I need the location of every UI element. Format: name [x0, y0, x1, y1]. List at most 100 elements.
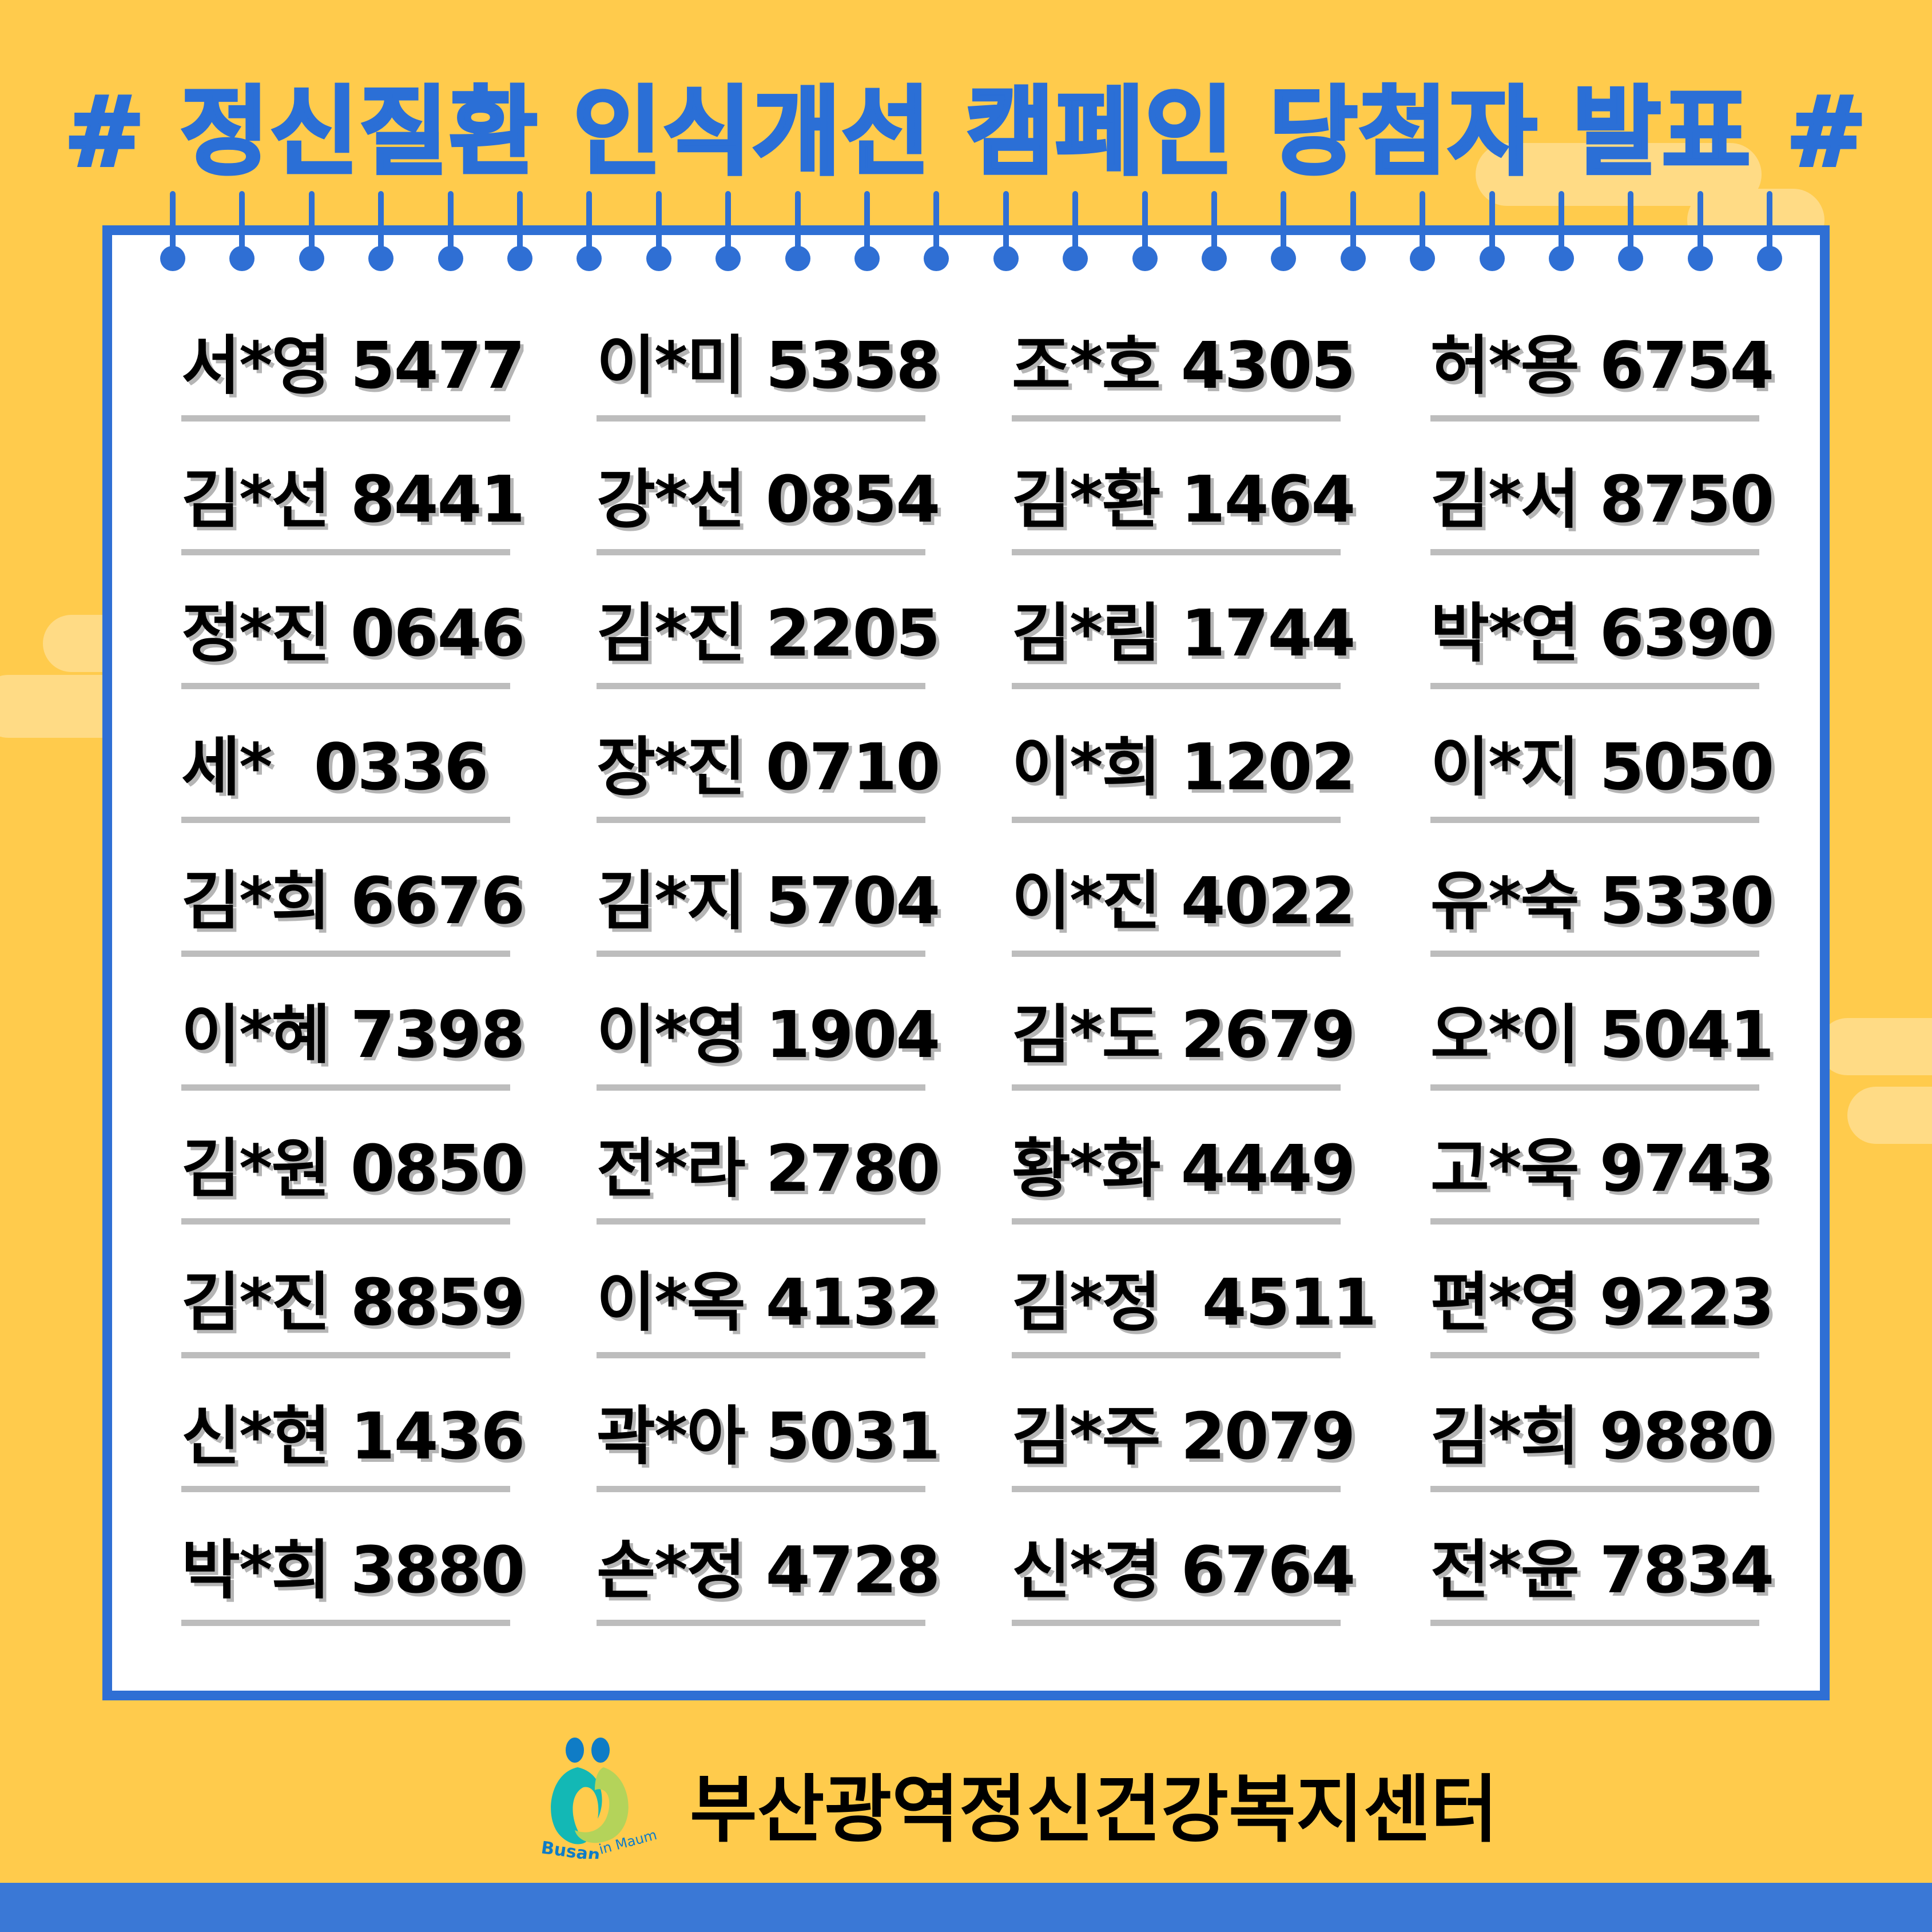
- winner-name-code: 신*경 6764: [1012, 1533, 1355, 1608]
- winner-entry: 전*라 2780: [597, 1129, 940, 1225]
- ring-icon: [924, 191, 949, 271]
- ring-icon: [1479, 191, 1505, 271]
- underline: [1430, 817, 1759, 823]
- underline: [1012, 1620, 1341, 1626]
- winner-entry: 유*숙 5330: [1430, 861, 1774, 957]
- ring-icon: [1271, 191, 1297, 271]
- winner-entry: 이*미 5358: [597, 326, 940, 422]
- winner-name-code: 김*림 1744: [1012, 597, 1355, 671]
- winner-entry: 전*윤 7834: [1430, 1531, 1774, 1626]
- winner-entry: 김*진 2205: [597, 594, 940, 689]
- winner-name-code: 신*현 1436: [181, 1400, 525, 1474]
- winner-entry: 오*이 5041: [1430, 995, 1774, 1091]
- winner-entry: 이*지 5050: [1430, 728, 1774, 823]
- underline: [1012, 1352, 1341, 1358]
- underline: [181, 1352, 510, 1358]
- winner-name-code: 이*진 4022: [1012, 864, 1355, 939]
- winner-entry: 손*정 4728: [597, 1531, 940, 1626]
- underline: [181, 1218, 510, 1225]
- ring-icon: [854, 191, 880, 271]
- winner-entry: 김*희 6676: [181, 861, 525, 957]
- underline: [597, 1084, 925, 1091]
- winner-entry: 신*경 6764: [1012, 1531, 1355, 1626]
- winner-entry: 강*선 0854: [597, 460, 940, 555]
- winner-name-code: 김*정 4511: [1012, 1266, 1377, 1340]
- underline: [181, 415, 510, 422]
- winner-entry: 서*영 5477: [181, 326, 525, 422]
- ring-icon: [1410, 191, 1436, 271]
- winner-name-code: 이*혜 7398: [181, 998, 525, 1072]
- page-title: # 정신질환 인식개선 캠페인 당첨자 발표 #: [62, 74, 1868, 190]
- winner-entry: 편*영 9223: [1430, 1263, 1774, 1358]
- winner-entry: 신*현 1436: [181, 1397, 525, 1492]
- winner-name-code: 곽*아 5031: [597, 1400, 940, 1474]
- winner-entry: 이*영 1904: [597, 995, 940, 1091]
- winner-name-code: 박*희 3880: [181, 1533, 525, 1608]
- ring-icon: [1549, 191, 1574, 271]
- underline: [597, 1352, 925, 1358]
- center-logo: Busan in Maum: [540, 1738, 659, 1859]
- underline: [597, 1620, 925, 1626]
- ring-icon: [715, 191, 741, 271]
- ring-icon: [1687, 191, 1713, 271]
- winner-entry: 김*희 9880: [1430, 1397, 1774, 1492]
- winner-name-code: 장*진 0710: [597, 730, 940, 805]
- winner-entry: 김*서 8750: [1430, 460, 1774, 555]
- winner-entry: 정*진 0646: [181, 594, 525, 689]
- winner-entry: 김*림 1744: [1012, 594, 1355, 689]
- winner-entry: 김*도 2679: [1012, 995, 1355, 1091]
- underline: [1012, 549, 1341, 555]
- ring-icon: [1340, 191, 1366, 271]
- winner-entry: 세* 0336: [181, 728, 510, 823]
- underline: [181, 817, 510, 823]
- winner-name-code: 유*숙 5330: [1430, 864, 1774, 939]
- ring-icon: [1202, 191, 1227, 271]
- winner-entry: 고*욱 9743: [1430, 1129, 1774, 1225]
- winner-name-code: 이*미 5358: [597, 329, 940, 403]
- cloud-decoration: [1847, 1087, 1932, 1144]
- winner-name-code: 김*희 6676: [181, 864, 525, 939]
- underline: [1012, 1486, 1341, 1492]
- winner-name-code: 김*도 2679: [1012, 998, 1355, 1072]
- underline: [1012, 1218, 1341, 1225]
- winner-entry: 박*희 3880: [181, 1531, 525, 1626]
- underline: [1430, 1352, 1759, 1358]
- underline: [597, 1218, 925, 1225]
- ring-icon: [1063, 191, 1088, 271]
- winner-name-code: 전*라 2780: [597, 1132, 940, 1206]
- ring-icon: [438, 191, 463, 271]
- underline: [1430, 1218, 1759, 1225]
- winner-name-code: 김*선 8441: [181, 463, 525, 537]
- ring-icon: [1757, 191, 1783, 271]
- underline: [1012, 683, 1341, 689]
- underline: [1430, 1620, 1759, 1626]
- winners-board: [102, 225, 1830, 1700]
- ring-icon: [1132, 191, 1158, 271]
- winner-entry: 이*진 4022: [1012, 861, 1355, 957]
- underline: [1430, 683, 1759, 689]
- winner-entry: 김*원 0850: [181, 1129, 525, 1225]
- winner-name-code: 황*화 4449: [1012, 1132, 1355, 1206]
- winner-entry: 이*희 1202: [1012, 728, 1355, 823]
- ring-icon: [368, 191, 394, 271]
- winner-name-code: 편*영 9223: [1430, 1266, 1774, 1340]
- winner-name-code: 이*지 5050: [1430, 730, 1774, 805]
- winner-name-code: 고*욱 9743: [1430, 1132, 1774, 1206]
- underline: [1430, 549, 1759, 555]
- underline: [1430, 951, 1759, 957]
- winner-name-code: 이*희 1202: [1012, 730, 1355, 805]
- winner-name-code: 손*정 4728: [597, 1533, 940, 1608]
- organization-name: 부산광역정신건강복지센터: [690, 1767, 1498, 1853]
- winner-entry: 김*정 4511: [1012, 1263, 1377, 1358]
- winner-entry: 허*용 6754: [1430, 326, 1774, 422]
- winner-entry: 김*선 8441: [181, 460, 525, 555]
- underline: [1430, 415, 1759, 422]
- underline: [181, 951, 510, 957]
- winner-name-code: 이*영 1904: [597, 998, 940, 1072]
- underline: [597, 951, 925, 957]
- underline: [181, 1486, 510, 1492]
- underline: [1012, 415, 1341, 422]
- winner-entry: 김*주 2079: [1012, 1397, 1355, 1492]
- ring-icon: [299, 191, 324, 271]
- winner-entry: 김*환 1464: [1012, 460, 1355, 555]
